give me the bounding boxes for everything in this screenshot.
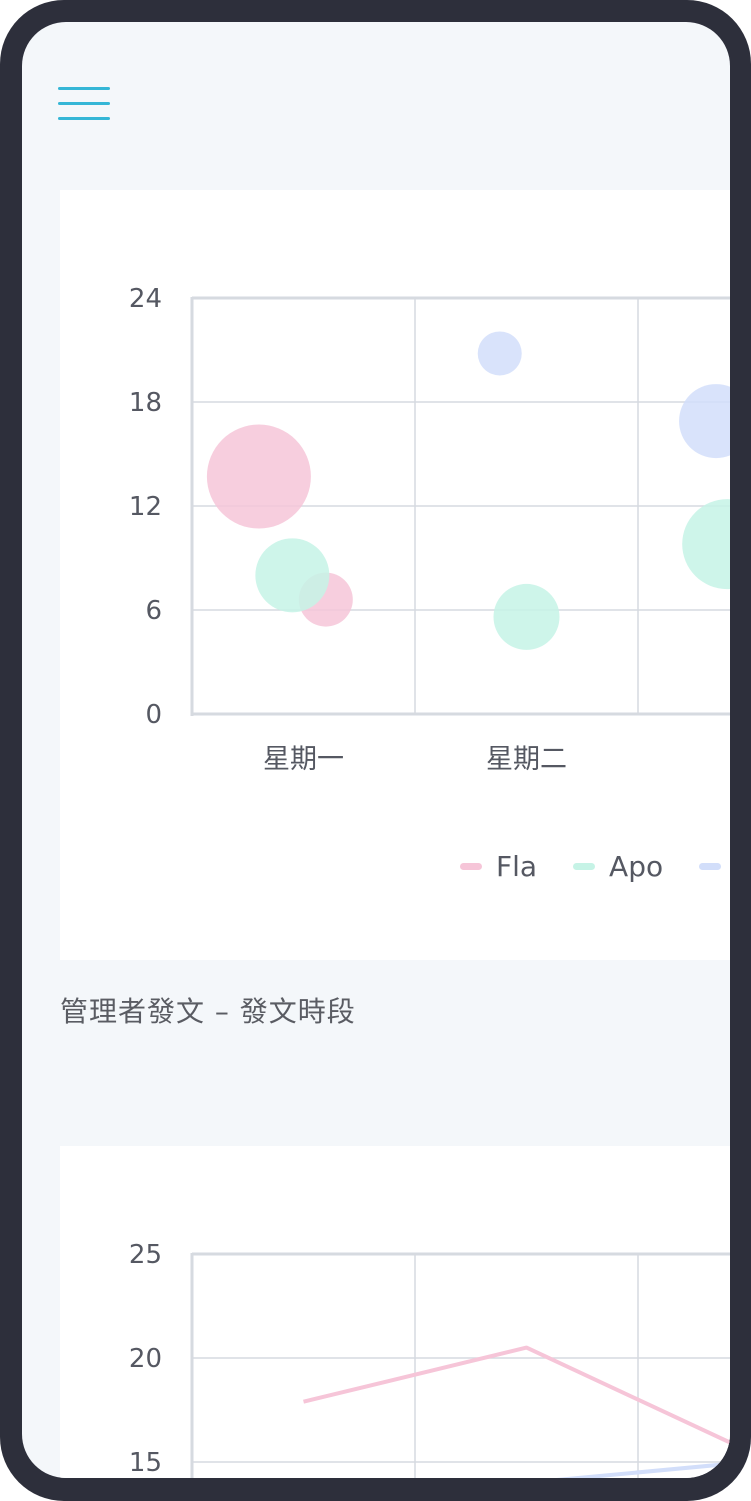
bubble-point <box>206 424 311 529</box>
legend-label: Fla <box>496 850 538 883</box>
legend-item-third[interactable] <box>699 863 730 870</box>
bubble-point <box>477 331 522 376</box>
chart-legend: Fla Apo <box>460 850 730 883</box>
legend-swatch <box>460 863 482 870</box>
y-tick-label: 24 <box>129 284 162 314</box>
y-tick-label: 25 <box>129 1240 162 1270</box>
app-screen: 0 6 12 18 24 星期一 星期二星 Fla Apo 管理者發文 – 發文時段 15 2… <box>22 22 730 1478</box>
y-tick-label: 0 <box>145 700 162 730</box>
bubble-chart: 06121824星期一 星期二星 <box>129 284 730 775</box>
series-line <box>556 1461 730 1478</box>
legend-item-fla[interactable]: Fla <box>460 850 537 883</box>
hamburger-menu-icon[interactable] <box>58 84 110 124</box>
legend-label: Apo <box>609 850 664 883</box>
bubble-chart-card: 0 6 12 18 24 星期一 星期二星 Fla Apo <box>60 190 730 960</box>
line-chart: 15 20 25 <box>129 1240 730 1478</box>
legend-swatch <box>699 863 722 870</box>
section-title: 管理者發文 – 發文時段 <box>60 995 356 1028</box>
legend-item-apo[interactable]: Apo <box>573 850 663 883</box>
y-tick-label: 20 <box>129 1344 162 1374</box>
bubble-point <box>255 538 330 613</box>
y-tick-label: 6 <box>145 596 162 626</box>
line-chart-card: 15 20 25 <box>60 1146 730 1478</box>
legend-swatch <box>573 863 596 870</box>
bubble-point <box>682 499 730 590</box>
y-tick-label: 12 <box>129 492 162 522</box>
x-tick-label: 星期二 <box>486 744 567 775</box>
bubble-point <box>493 583 560 650</box>
bubble-point <box>679 384 730 459</box>
series-line <box>303 1345 730 1445</box>
x-tick-label: 星期一 <box>263 744 344 775</box>
y-tick-label: 15 <box>129 1448 162 1478</box>
y-tick-label: 18 <box>129 388 162 418</box>
